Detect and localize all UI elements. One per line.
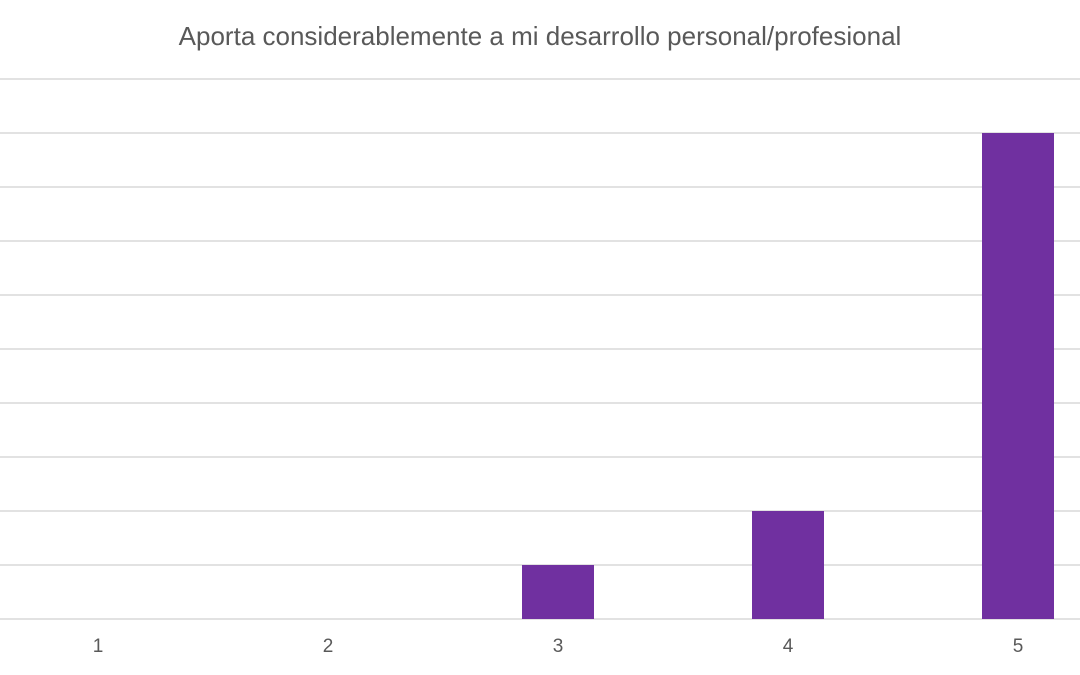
x-tick-label: 3 (553, 636, 564, 657)
x-tick-label: 5 (1013, 636, 1024, 657)
bar (522, 565, 594, 619)
x-tick-label: 4 (783, 636, 794, 657)
bar (982, 133, 1054, 619)
bar (752, 511, 824, 619)
chart-title: Aporta considerablemente a mi desarrollo… (179, 21, 902, 51)
x-tick-label: 1 (93, 636, 104, 657)
x-tick-label: 2 (323, 636, 334, 657)
